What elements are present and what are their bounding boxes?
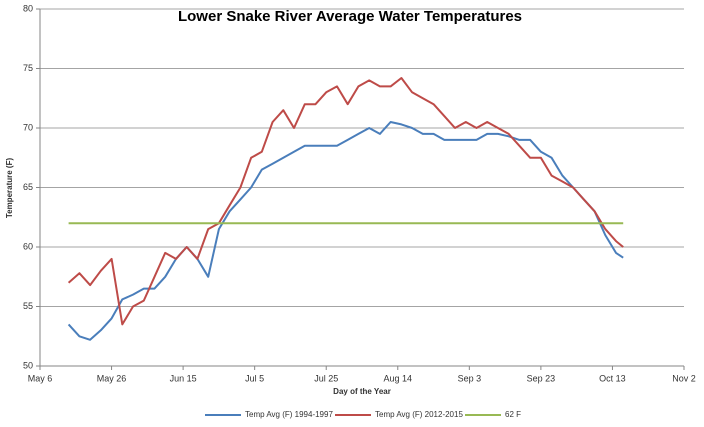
x-tick-label: Jul 25 bbox=[314, 373, 338, 383]
y-axis-title: Temperature (F) bbox=[5, 158, 14, 219]
x-tick-label: Jul 5 bbox=[245, 373, 264, 383]
y-tick-label: 65 bbox=[23, 182, 33, 192]
chart-title: Lower Snake River Average Water Temperat… bbox=[178, 8, 522, 25]
x-tick-label: Sep 3 bbox=[458, 373, 482, 383]
x-tick-label: May 6 bbox=[28, 373, 53, 383]
x-tick-label: Oct 13 bbox=[599, 373, 626, 383]
legend-label: Temp Avg (F) 1994-1997 bbox=[245, 410, 333, 419]
x-tick-label: Jun 15 bbox=[170, 373, 197, 383]
series-line bbox=[67, 121, 624, 341]
legend-label: Temp Avg (F) 2012-2015 bbox=[375, 410, 463, 419]
y-tick-label: 75 bbox=[23, 63, 33, 73]
series-line bbox=[67, 77, 624, 326]
x-tick-label: Aug 14 bbox=[384, 373, 413, 383]
x-tick-label: Nov 2 bbox=[672, 373, 696, 383]
legend-label: 62 F bbox=[505, 410, 521, 419]
y-tick-label: 55 bbox=[23, 301, 33, 311]
y-tick-label: 50 bbox=[23, 360, 33, 370]
x-axis-title: Day of the Year bbox=[333, 387, 391, 396]
x-tick-label: Sep 23 bbox=[527, 373, 556, 383]
y-tick-label: 80 bbox=[23, 3, 33, 13]
y-tick-label: 60 bbox=[23, 241, 33, 251]
x-tick-label: May 26 bbox=[97, 373, 127, 383]
y-tick-label: 70 bbox=[23, 122, 33, 132]
